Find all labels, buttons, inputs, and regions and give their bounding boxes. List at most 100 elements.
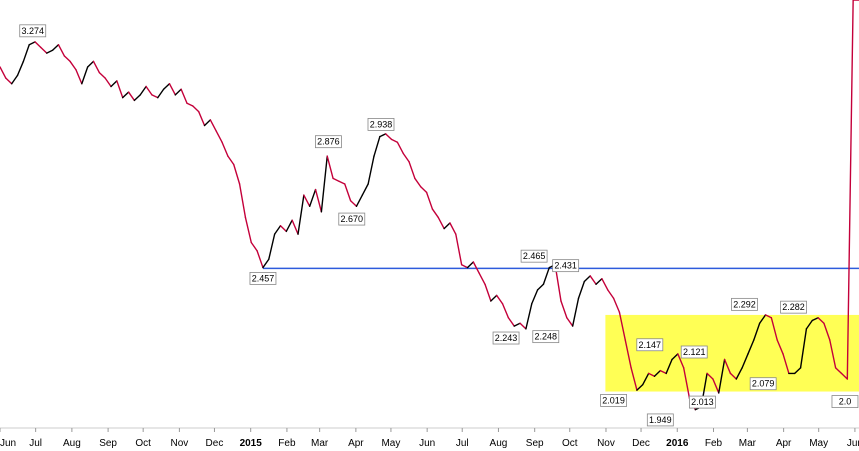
- price-segment: [531, 289, 539, 305]
- value-label-box: [680, 345, 708, 359]
- price-segment: [116, 80, 124, 99]
- price-segment: [834, 367, 843, 375]
- price-segment: [542, 266, 550, 285]
- x-tick-label: 2015: [240, 438, 263, 449]
- price-segment: [735, 367, 743, 380]
- price-segment: [799, 328, 808, 369]
- price-segment: [203, 119, 212, 127]
- price-segment: [326, 155, 334, 180]
- price-segment: [238, 183, 247, 219]
- price-segment: [361, 183, 369, 196]
- price-segment: [770, 317, 778, 341]
- price-segment: [86, 60, 95, 68]
- value-label: 1.949: [646, 413, 674, 427]
- price-segment: [642, 372, 650, 386]
- price-segment: [34, 41, 42, 49]
- price-segment: [624, 339, 632, 369]
- price-segment: [215, 130, 223, 143]
- price-segment: [367, 155, 375, 185]
- price-segment: [647, 372, 656, 377]
- price-segment: [478, 272, 486, 285]
- value-label-text: 2.431: [554, 261, 577, 271]
- value-label-text: 2.079: [752, 379, 775, 389]
- x-tick-label: Apr: [348, 438, 364, 449]
- price-segment: [262, 258, 270, 269]
- x-tick-label: Sep: [99, 438, 117, 449]
- x-tick-label: 2016: [666, 438, 689, 449]
- price-segment: [729, 372, 737, 380]
- price-segment: [659, 369, 667, 375]
- x-tick-label: Nov: [597, 438, 615, 449]
- price-segment: [180, 88, 188, 104]
- price-segment: [279, 225, 288, 233]
- price-segment: [507, 317, 515, 327]
- value-label-box: [532, 330, 560, 344]
- price-segment: [338, 180, 346, 185]
- price-segment: [560, 300, 568, 319]
- price-segment: [805, 319, 813, 330]
- price-segment: [571, 297, 580, 327]
- price-segment: [589, 275, 597, 285]
- price-segment: [723, 358, 732, 375]
- price-segment: [63, 55, 71, 63]
- value-label-box: [731, 297, 758, 311]
- value-label-box: [646, 413, 674, 427]
- price-segment: [782, 353, 790, 375]
- price-segment: [355, 194, 363, 207]
- price-segment: [297, 194, 305, 235]
- value-label: 2.013: [688, 395, 716, 409]
- x-tick-label: Dec: [632, 438, 650, 449]
- price-segment: [747, 339, 755, 355]
- price-segment: [379, 133, 387, 138]
- value-label-text: 2.147: [639, 340, 662, 350]
- x-tick-label: Mar: [739, 438, 757, 449]
- price-segment: [332, 177, 340, 182]
- value-label-box: [492, 331, 520, 345]
- price-segment: [460, 264, 469, 269]
- price-segment: [186, 102, 194, 107]
- price-segment: [151, 94, 159, 99]
- price-segment: [817, 317, 825, 324]
- price-segment: [40, 46, 48, 54]
- price-segment: [250, 241, 258, 252]
- price-segment: [122, 91, 130, 99]
- price-segment: [133, 94, 141, 102]
- price-segment: [513, 322, 521, 327]
- price-segment: [51, 44, 60, 51]
- value-label: 2.121: [680, 345, 708, 359]
- value-label: 2.431: [552, 259, 580, 273]
- price-segment: [98, 71, 106, 79]
- price-segment: [753, 322, 761, 341]
- value-label-box: [831, 395, 859, 408]
- value-label-box: [19, 24, 47, 38]
- price-segment: [501, 303, 510, 319]
- price-segment: [443, 222, 451, 230]
- price-segment: [829, 339, 837, 369]
- price-segment: [420, 186, 428, 194]
- price-segment: [449, 222, 457, 235]
- value-label-text: 2.243: [495, 333, 518, 343]
- value-label-box: [688, 395, 716, 409]
- value-label-text: 2.938: [370, 119, 393, 129]
- price-segment: [69, 60, 77, 71]
- price-segment: [414, 177, 422, 188]
- value-label: 2.243: [492, 331, 520, 345]
- price-segment: [127, 91, 136, 102]
- value-label-text: 2.876: [317, 137, 340, 147]
- price-segment: [431, 208, 439, 219]
- value-label: 3.274: [19, 24, 47, 38]
- price-segment: [192, 105, 200, 113]
- value-label-box: [552, 259, 580, 273]
- value-label: 2.0: [831, 395, 859, 408]
- x-tick-label: Jun: [419, 438, 435, 449]
- price-segment: [139, 85, 147, 96]
- value-label-box: [367, 118, 395, 131]
- price-segment: [425, 191, 434, 210]
- value-label: 2.248: [532, 330, 560, 344]
- x-tick-label: Dec: [206, 438, 224, 449]
- price-segment: [10, 74, 19, 85]
- price-segment: [612, 297, 621, 313]
- price-segment: [227, 155, 235, 166]
- value-label-box: [600, 394, 627, 407]
